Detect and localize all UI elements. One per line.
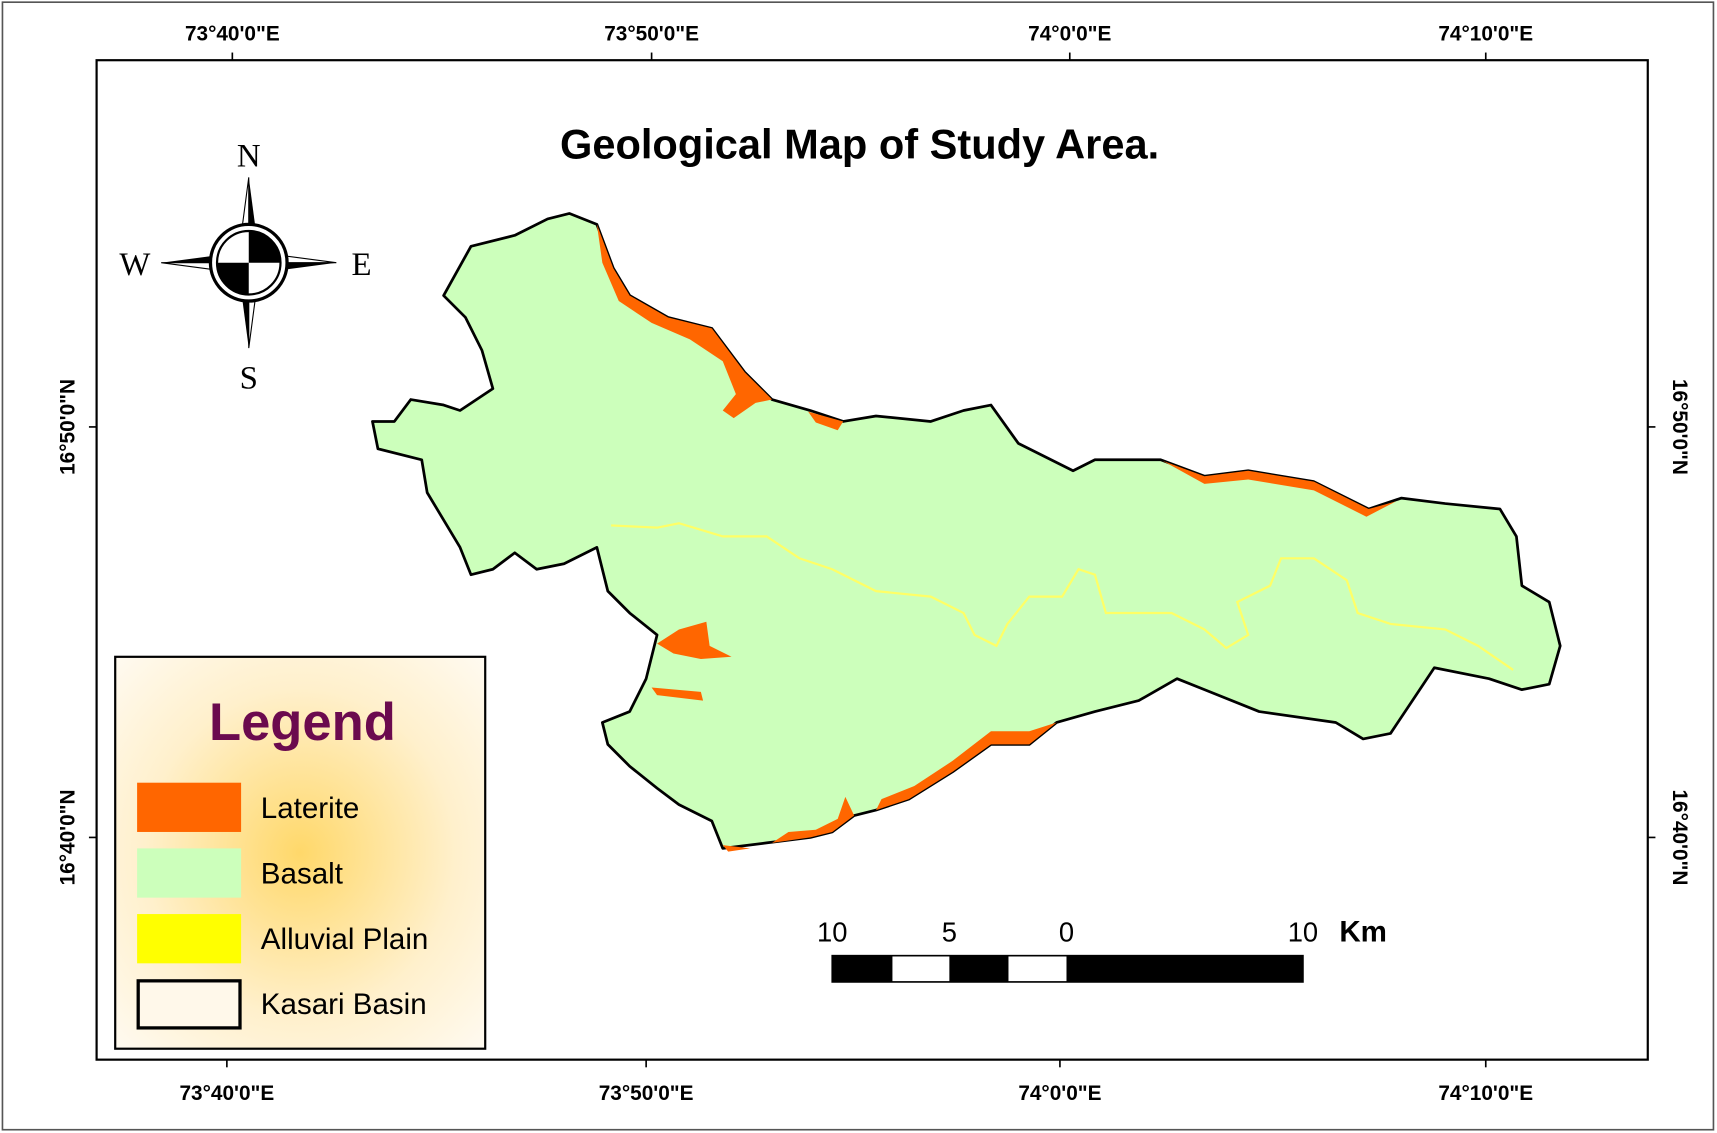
- lon-label: 74°10'0"E: [1438, 23, 1533, 46]
- alluvial-river: [611, 522, 1514, 671]
- graticule-ticks: [88, 52, 1656, 1068]
- lon-label: 74°0'0"E: [1028, 23, 1111, 46]
- scale-label: 10: [1288, 916, 1318, 947]
- legend-label: Laterite: [261, 792, 360, 825]
- lat-label: 16°40'0"N: [1668, 789, 1691, 885]
- map-title: Geological Map of Study Area.: [560, 121, 1159, 168]
- scale-bar: 10 5 0 10 Km: [817, 915, 1387, 983]
- lon-label: 73°40'0"E: [179, 1082, 274, 1105]
- legend-swatch: [137, 782, 242, 832]
- laterite-patches: [596, 224, 1396, 852]
- compass-rose: N S W E: [119, 138, 371, 396]
- lat-label: 16°50'0"N: [57, 379, 80, 475]
- lat-label: 16°50'0"N: [1668, 379, 1691, 475]
- scale-label: 0: [1059, 916, 1074, 947]
- lon-label: 74°0'0"E: [1018, 1082, 1101, 1105]
- legend-swatch: [137, 848, 242, 898]
- legend-label: Alluvial Plain: [261, 923, 429, 956]
- legend-swatch: [136, 979, 242, 1030]
- legend-swatch: [137, 914, 242, 964]
- compass-west: W: [119, 247, 150, 283]
- legend: Legend Laterite Basalt Alluvial Plain Ka…: [114, 655, 487, 1050]
- legend-label: Kasari Basin: [261, 988, 427, 1021]
- legend-label: Basalt: [261, 858, 343, 891]
- lon-label: 73°50'0"E: [604, 23, 699, 46]
- scale-label: 5: [942, 916, 957, 947]
- scale-label: 10: [817, 916, 847, 947]
- compass-south: S: [240, 361, 258, 397]
- lat-label: 16°40'0"N: [57, 789, 80, 885]
- lon-label: 74°10'0"E: [1438, 1082, 1533, 1105]
- compass-north: N: [237, 138, 261, 174]
- legend-title: Legend: [209, 693, 396, 752]
- scale-unit: Km: [1339, 915, 1387, 948]
- lon-label: 73°50'0"E: [599, 1082, 694, 1105]
- compass-east: E: [351, 247, 371, 283]
- lon-label: 73°40'0"E: [185, 23, 280, 46]
